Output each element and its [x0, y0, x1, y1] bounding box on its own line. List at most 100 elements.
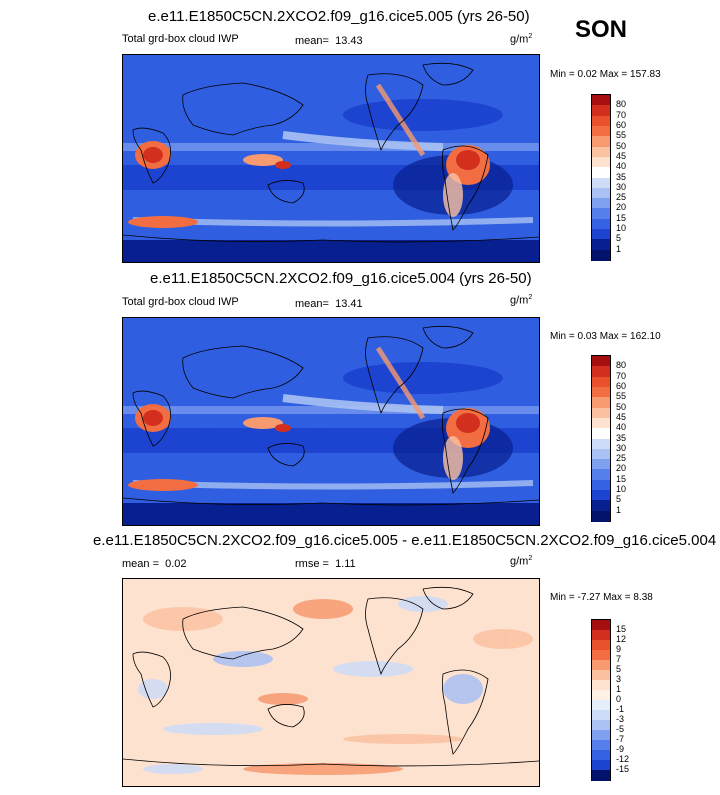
colorbar-swatch	[592, 428, 610, 439]
panel3-colorbar: 15 12 9 7 5 3 1 0 -1 -3 -5 -7 -9 -12 -15	[591, 619, 629, 781]
colorbar-tick-label: 45	[616, 411, 627, 422]
panel3-min-max: Min = -7.27 Max = 8.38	[550, 592, 653, 603]
colorbar-tick-label: 20	[616, 463, 627, 474]
panel2-mean: mean= 13.41	[295, 298, 363, 310]
colorbar-swatch	[592, 448, 610, 460]
panel3-map	[122, 578, 540, 787]
colorbar-swatch	[592, 660, 610, 671]
panel3-map-graphic	[123, 579, 539, 786]
panel3-rmse: rmse = 1.11	[295, 558, 356, 570]
panel2-colorbar: 80 70 60 55 50 45 40 35 30 25 20 15 10 5 1	[591, 355, 626, 522]
colorbar-tick-label: 12	[616, 634, 627, 644]
colorbar-swatch	[592, 500, 610, 512]
colorbar-tick-label: 1	[616, 504, 622, 515]
panel2-field-label: Total grd-box cloud IWP	[122, 296, 239, 308]
colorbar-tick-label: 80	[616, 360, 627, 371]
colorbar-tick-label: 25	[616, 192, 627, 203]
colorbar-tick-label: -1	[616, 704, 625, 714]
colorbar-tick-label: -7	[616, 734, 625, 744]
colorbar-tick-label: 50	[616, 401, 627, 412]
colorbar-swatch	[592, 479, 610, 491]
colorbar-swatch	[592, 366, 610, 378]
colorbar-swatch	[592, 95, 610, 106]
colorbar-swatch	[592, 630, 610, 641]
panel1-mean-value: 13.43	[335, 35, 363, 47]
colorbar-tick-label: 25	[616, 453, 627, 464]
colorbar-swatch	[592, 740, 610, 751]
colorbar-swatch	[592, 490, 610, 501]
colorbar-tick-label: 20	[616, 202, 627, 213]
panel1-mean-label: mean=	[295, 35, 329, 47]
colorbar-swatch	[592, 700, 610, 711]
colorbar-swatch	[592, 407, 610, 419]
colorbar-swatch	[592, 510, 610, 522]
colorbar-tick-label: 40	[616, 161, 627, 172]
colorbar-swatch	[592, 208, 610, 220]
panel2-map	[122, 317, 540, 526]
colorbar-swatch	[592, 397, 610, 409]
colorbar-swatch	[592, 438, 610, 450]
colorbar-swatch	[592, 376, 610, 388]
colorbar-swatch	[592, 356, 610, 367]
panel2-mean-label: mean=	[295, 298, 329, 310]
colorbar-tick-label: -9	[616, 744, 625, 754]
panel3-mean-value: 0.02	[165, 558, 187, 570]
colorbar-tick-label: 80	[616, 99, 627, 110]
colorbar-tick-label: 5	[616, 233, 622, 244]
colorbar-tick-label: 0	[616, 694, 622, 704]
colorbar-swatch	[592, 690, 610, 701]
colorbar-tick-label: 1	[616, 243, 622, 254]
colorbar-tick-label: 10	[616, 484, 627, 495]
colorbar-tick-label: 15	[616, 624, 627, 634]
panel1-map-graphic	[123, 55, 539, 262]
colorbar-tick-label: 7	[616, 654, 622, 664]
colorbar-swatch	[592, 459, 610, 470]
colorbar-swatch	[592, 760, 610, 771]
colorbar-tick-label: -15	[616, 764, 630, 774]
colorbar-swatch	[592, 218, 610, 230]
colorbar-swatch	[592, 620, 610, 631]
panel3-mean-label: mean =	[122, 558, 159, 570]
colorbar-swatch	[592, 770, 610, 781]
colorbar-tick-label: 60	[616, 380, 627, 391]
colorbar-swatch	[592, 417, 610, 429]
colorbar-tick-label: 30	[616, 442, 627, 453]
colorbar-tick-label: 70	[616, 370, 627, 381]
colorbar-swatch	[592, 650, 610, 661]
panel3-rmse-value: 1.11	[335, 558, 356, 570]
colorbar-swatch	[592, 670, 610, 681]
panel3-mean: mean = 0.02	[122, 558, 187, 570]
colorbar-swatch	[592, 167, 610, 178]
colorbar-swatch	[592, 156, 610, 168]
panel3-rmse-label: rmse =	[295, 558, 329, 570]
colorbar-tick-label: 55	[616, 130, 627, 141]
colorbar-tick-label: 35	[616, 432, 627, 443]
panel2-map-graphic	[123, 318, 539, 525]
colorbar-swatch	[592, 469, 610, 481]
colorbar-tick-label: 5	[616, 494, 622, 505]
colorbar-tick-label: -3	[616, 714, 625, 724]
colorbar-swatch	[592, 386, 610, 398]
panel2-unit: g/m2	[510, 294, 533, 307]
colorbar-swatch	[592, 730, 610, 741]
panel1-unit: g/m2	[510, 33, 533, 46]
panel2-title: e.e11.E1850C5CN.2XCO2.f09_g16.cice5.004 …	[150, 270, 532, 287]
colorbar-tick-label: 55	[616, 391, 627, 402]
colorbar-swatch	[592, 125, 610, 137]
colorbar-swatch	[592, 187, 610, 199]
colorbar-swatch	[592, 710, 610, 721]
colorbar-swatch	[592, 680, 610, 691]
colorbar-tick-label: 40	[616, 422, 627, 433]
panel1-mean: mean= 13.43	[295, 35, 363, 47]
colorbar-tick-label: 60	[616, 119, 627, 130]
panel1-colorbar: 80 70 60 55 50 45 40 35 30 25 20 15 10 5 1	[591, 94, 626, 261]
colorbar-tick-label: 15	[616, 212, 627, 223]
colorbar-tick-label: 15	[616, 473, 627, 484]
panel1-map	[122, 54, 540, 263]
season-label: SON	[575, 16, 628, 43]
colorbar-tick-label: 9	[616, 644, 622, 654]
panel2-min-max: Min = 0.03 Max = 162.10	[550, 331, 661, 342]
panel1-min-max: Min = 0.02 Max = 157.83	[550, 69, 661, 80]
colorbar-swatch	[592, 146, 610, 158]
colorbar-tick-label: 5	[616, 664, 622, 674]
